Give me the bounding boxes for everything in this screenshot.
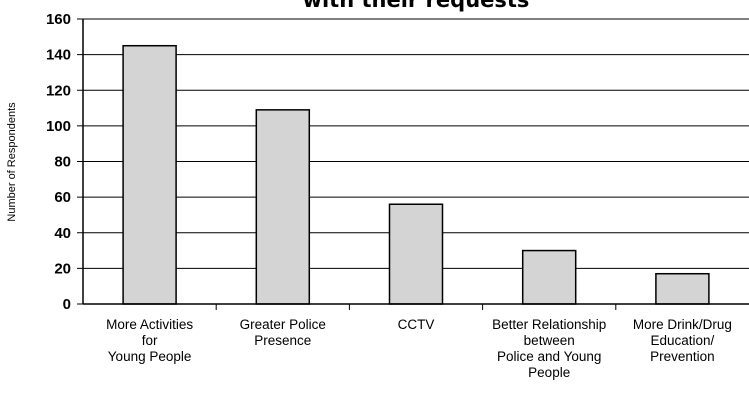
- x-tick-label-line: Prevention: [650, 349, 715, 364]
- x-tick-label-line: Education/: [651, 333, 715, 348]
- x-tick-label: More Activities for Young People: [106, 317, 193, 364]
- x-tick-label-line: Young People: [108, 349, 192, 364]
- y-tick-label: 40: [54, 225, 71, 242]
- bar-3: [388, 203, 444, 305]
- y-axis-label: Number of Respondents: [6, 102, 18, 222]
- y-tick-label: 60: [54, 189, 71, 206]
- x-tick-labels: More Activities for Young People Greater Po…: [106, 317, 732, 380]
- x-tick-label-line: CCTV: [398, 317, 435, 332]
- bar-2: [255, 109, 311, 305]
- bar-1: [122, 44, 177, 305]
- x-tick-label: Better Relationship between Police and You…: [492, 317, 606, 380]
- axes: [77, 18, 749, 310]
- x-tick-label-line: People: [528, 365, 570, 380]
- y-tick-labels: 0 20 40 60 80 100 120 140 160: [46, 11, 71, 313]
- y-tick-label: 20: [54, 260, 71, 277]
- y-tick-label: 80: [54, 154, 71, 171]
- y-tick-label: 120: [46, 82, 71, 99]
- bars: [122, 44, 710, 305]
- bar-5: [655, 272, 710, 305]
- x-tick-label: More Drink/Drug Education/Prevention: [633, 317, 732, 364]
- y-tick-label: 140: [46, 47, 71, 64]
- x-tick-label-line: More Activities: [106, 317, 193, 332]
- x-tick-label-line: Police and Young: [497, 349, 601, 364]
- x-tick-label-line: Better Relationship: [492, 317, 606, 332]
- y-tick-label: 160: [46, 11, 71, 28]
- bar-4: [521, 249, 577, 305]
- x-tick-label-line: for: [142, 333, 158, 348]
- y-tick-label: 100: [46, 118, 71, 135]
- x-tick-label-line: More Drink/Drug: [633, 317, 732, 332]
- gridlines: [83, 18, 749, 269]
- x-tick-label-line: Greater Police: [240, 317, 326, 332]
- chart-title: with their requests: [303, 0, 530, 12]
- y-tick-label: 0: [63, 296, 71, 313]
- x-tick-label: CCTV: [398, 317, 435, 332]
- x-tick-label-line: Presence: [254, 333, 311, 348]
- x-tick-label: Greater Police Presence: [240, 317, 326, 348]
- x-tick-label-line: between: [524, 333, 575, 348]
